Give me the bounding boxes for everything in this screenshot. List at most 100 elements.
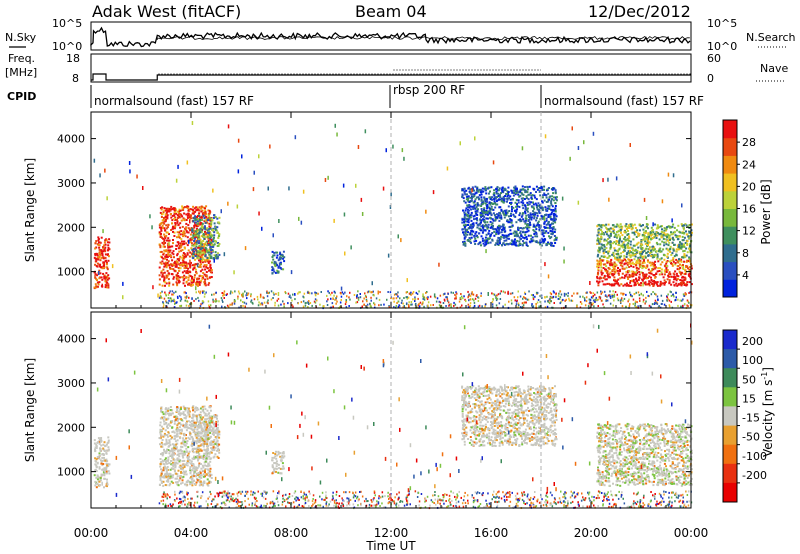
- data-point: [448, 304, 450, 307]
- data-point: [183, 240, 186, 243]
- data-point: [523, 296, 525, 298]
- data-point: [445, 305, 447, 307]
- data-point: [552, 220, 555, 223]
- data-point: [641, 262, 644, 265]
- data-point: [486, 227, 489, 230]
- data-point: [507, 290, 509, 295]
- data-point: [364, 294, 367, 297]
- data-point: [647, 227, 649, 230]
- data-point: [681, 299, 683, 302]
- data-point: [469, 302, 472, 305]
- data-point: [158, 274, 161, 277]
- data-point: [165, 211, 168, 214]
- data-point: [520, 215, 523, 218]
- data-point: [536, 222, 539, 225]
- data-point: [539, 187, 542, 190]
- data-point: [168, 266, 171, 269]
- data-point: [637, 234, 640, 237]
- data-point: [681, 243, 684, 246]
- data-point: [229, 292, 232, 295]
- data-point: [652, 231, 655, 234]
- data-point: [206, 244, 209, 247]
- data-point: [601, 280, 604, 283]
- data-point: [655, 227, 658, 230]
- data-point: [627, 226, 629, 229]
- data-point: [175, 263, 178, 266]
- data-point: [305, 301, 307, 304]
- data-point: [467, 303, 470, 306]
- data-point: [167, 223, 170, 226]
- data-point: [198, 299, 200, 302]
- data-point: [163, 217, 166, 219]
- data-point: [607, 177, 609, 182]
- data-point: [609, 283, 612, 286]
- data-point: [196, 230, 199, 233]
- data-point: [638, 251, 641, 254]
- data-point: [676, 238, 679, 241]
- data-point: [104, 280, 107, 283]
- data-point: [217, 244, 220, 247]
- data-point: [600, 246, 603, 249]
- data-point: [646, 236, 649, 238]
- data-point: [480, 219, 483, 222]
- data-point: [632, 280, 635, 283]
- data-point: [672, 248, 675, 251]
- data-point: [537, 202, 540, 205]
- data-point: [643, 273, 646, 276]
- data-point: [182, 282, 185, 285]
- data-point: [160, 229, 163, 232]
- data-point: [173, 256, 175, 259]
- data-point: [504, 213, 507, 216]
- data-point: [101, 252, 104, 255]
- data-point: [597, 282, 600, 284]
- data-point: [492, 305, 494, 308]
- data-point: [537, 220, 540, 223]
- data-point: [657, 267, 660, 270]
- data-point: [161, 212, 164, 215]
- data-point: [521, 146, 524, 151]
- data-point: [594, 300, 596, 303]
- data-point: [538, 228, 541, 231]
- data-point: [515, 205, 518, 208]
- data-point: [615, 269, 618, 272]
- data-point: [162, 243, 165, 246]
- data-point: [214, 216, 217, 219]
- data-point: [648, 280, 651, 283]
- data-point: [621, 246, 624, 249]
- data-point: [186, 160, 189, 165]
- data-point: [473, 240, 476, 243]
- data-point: [273, 270, 276, 273]
- data-point: [259, 293, 262, 296]
- data-point: [552, 218, 555, 221]
- data-point: [203, 253, 206, 256]
- data-point: [473, 299, 475, 302]
- data-point: [614, 257, 617, 260]
- data-point: [187, 276, 190, 279]
- data-point: [336, 295, 338, 298]
- data-point: [179, 209, 182, 212]
- data-point: [253, 298, 256, 301]
- data-point: [336, 300, 338, 303]
- data-point: [516, 190, 519, 193]
- data-point: [481, 237, 484, 240]
- data-point: [344, 251, 346, 256]
- data-point: [512, 194, 515, 197]
- data-point: [191, 121, 194, 125]
- data-point: [548, 235, 550, 238]
- data-point: [525, 214, 528, 217]
- data-point: [654, 299, 657, 302]
- data-point: [472, 293, 475, 296]
- data-point: [185, 226, 188, 229]
- data-point: [549, 296, 552, 299]
- data-point: [243, 301, 246, 304]
- data-point: [178, 269, 181, 272]
- data-point: [168, 299, 170, 302]
- data-point: [467, 306, 470, 309]
- data-point: [190, 247, 193, 250]
- data-point: [658, 233, 661, 236]
- data-point: [226, 293, 228, 296]
- data-point: [188, 255, 191, 258]
- data-point: [316, 299, 318, 302]
- data-point: [483, 210, 486, 213]
- data-point: [167, 272, 170, 275]
